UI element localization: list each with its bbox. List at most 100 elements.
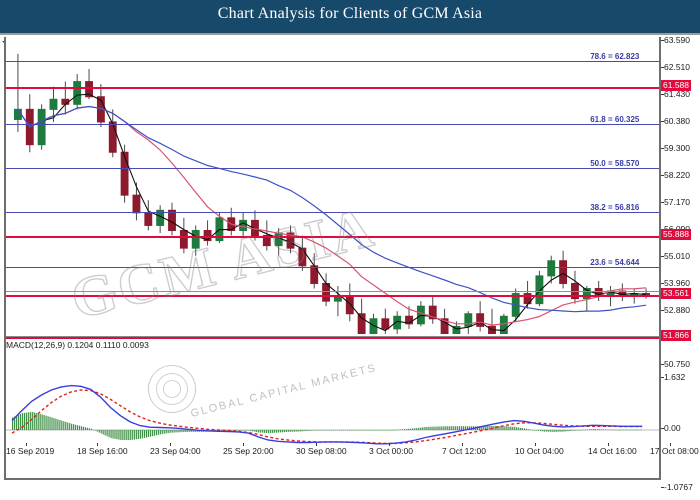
macd-histogram-bar [147, 430, 150, 437]
macd-axis-label: -1.0767 [664, 482, 693, 492]
macd-histogram-bar [25, 412, 27, 430]
macd-histogram-bar [53, 418, 55, 430]
fibonacci-label: 23.6 = 54.644 [590, 258, 640, 267]
fibonacci-line[interactable] [4, 168, 660, 169]
macd-histogram-bar [415, 428, 417, 430]
axis-bottom[interactable] [4, 478, 661, 480]
price-axis-label: 63.590 [664, 35, 690, 45]
candle-body [547, 260, 556, 277]
macd-histogram-bar [122, 430, 124, 440]
time-axis-tick [26, 443, 27, 446]
macd-histogram-bar [232, 430, 234, 431]
macd-histogram-bar [606, 429, 608, 431]
macd-histogram-bar [126, 430, 128, 440]
price-axis-tick [661, 121, 664, 122]
macd-histogram-bar [447, 426, 449, 430]
macd-histogram-bar [187, 430, 189, 432]
macd-histogram-bar [19, 414, 22, 430]
fibonacci-line[interactable] [4, 212, 660, 213]
macd-histogram-bar [614, 429, 616, 431]
macd-histogram-bar [399, 429, 402, 431]
macd-histogram-bar [110, 430, 112, 439]
macd-histogram-bar [539, 430, 541, 432]
time-axis-tick [462, 443, 463, 446]
macd-histogram-bar [622, 429, 624, 431]
price-pane[interactable] [4, 37, 660, 334]
macd-histogram-bar [496, 426, 498, 430]
time-axis-label: 18 Sep 16:00 [77, 446, 128, 456]
axis-right[interactable] [659, 37, 661, 478]
macd-histogram-bar [451, 426, 453, 430]
fibonacci-line[interactable] [4, 124, 660, 125]
macd-histogram-bar [301, 430, 303, 432]
macd-histogram-bar [35, 412, 37, 430]
ma-slow-line [17, 105, 647, 313]
support-resistance-line[interactable] [4, 87, 660, 89]
fibonacci-line[interactable] [4, 61, 660, 62]
time-axis-tick [243, 443, 244, 446]
macd-histogram-bar [340, 430, 343, 431]
macd-histogram-bar [269, 430, 272, 433]
macd-indicator-header: MACD(12,26,9) 0.1204 0.1110 0.0093 [6, 340, 149, 350]
macd-histogram-bar [587, 429, 589, 431]
macd-histogram-bar [602, 429, 604, 430]
candle-body [523, 293, 532, 305]
macd-histogram-bar [293, 430, 295, 432]
macd-histogram-bar [171, 430, 173, 433]
macd-histogram-bar [61, 420, 63, 430]
macd-histogram-bar [57, 419, 59, 430]
macd-histogram-bar [108, 430, 110, 438]
macd-histogram-bar [321, 430, 323, 431]
support-resistance-line[interactable] [4, 337, 660, 339]
macd-histogram-bar [610, 429, 612, 431]
macd-histogram-bar [155, 430, 157, 436]
macd-histogram-bar [464, 426, 467, 430]
fibonacci-label: 38.2 = 56.816 [590, 203, 640, 212]
macd-histogram-bar [51, 417, 53, 430]
macd-histogram-bar [403, 429, 406, 430]
macd-histogram-bar [169, 430, 171, 433]
chart-container[interactable]: CrudeOIL.H4 53.740 53.745 53.695 53.695 … [0, 33, 700, 500]
macd-histogram-bar [466, 426, 469, 430]
price-axis-label: 57.170 [664, 197, 690, 207]
macd-histogram-bar [409, 428, 411, 430]
macd-histogram-bar [628, 429, 630, 431]
macd-histogram-bar [378, 430, 380, 431]
candle-body [428, 305, 437, 320]
macd-histogram-bar [268, 430, 270, 434]
macd-histogram-bar [370, 430, 372, 431]
candle-body [535, 275, 544, 305]
time-axis-tick [97, 443, 98, 446]
time-axis-tick [608, 443, 609, 446]
time-axis-tick [535, 443, 536, 446]
candle-body [108, 121, 117, 153]
support-resistance-line[interactable] [4, 295, 660, 297]
macd-histogram-bar [449, 426, 451, 430]
macd-histogram-bar [462, 426, 465, 430]
macd-histogram-bar [508, 426, 510, 430]
macd-histogram-bar [159, 430, 161, 435]
fibonacci-line[interactable] [4, 267, 660, 268]
price-axis-tick [661, 364, 664, 365]
macd-pane[interactable] [4, 339, 660, 478]
macd-histogram-bar [80, 426, 83, 430]
macd-histogram-bar [354, 430, 356, 431]
macd-histogram-bar [332, 430, 335, 431]
macd-histogram-bar [124, 430, 126, 440]
macd-histogram-bar [78, 425, 81, 430]
time-axis-label: 17 Oct 08:00 [650, 446, 699, 456]
price-axis-label: 60.380 [664, 116, 690, 126]
macd-signal-line [11, 389, 643, 445]
macd-histogram-bar [246, 430, 248, 431]
macd-histogram-bar [118, 430, 120, 440]
macd-histogram-bar [114, 430, 116, 439]
candle-body [49, 98, 58, 110]
macd-histogram-bar [33, 412, 35, 430]
support-resistance-line[interactable] [4, 236, 660, 238]
macd-axis-label: 0.00 [664, 423, 681, 433]
macd-histogram-bar [254, 430, 256, 432]
macd-histogram-bar [317, 430, 319, 431]
macd-axis-label: 1.632 [664, 372, 686, 382]
macd-histogram-bar [478, 426, 480, 430]
macd-histogram-bar [277, 430, 280, 433]
